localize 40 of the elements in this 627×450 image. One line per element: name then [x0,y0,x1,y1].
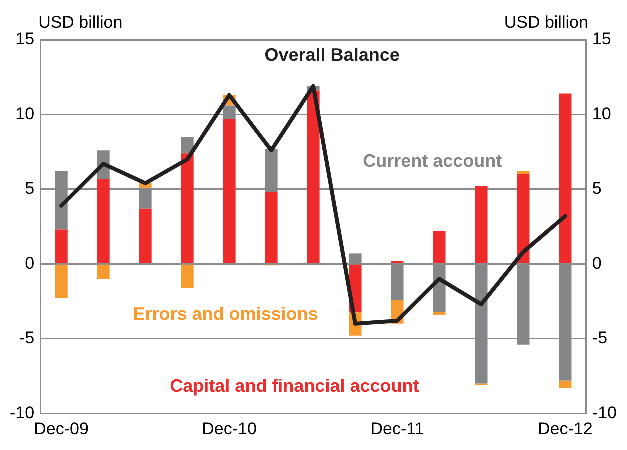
text: Capital and financial account [170,376,420,396]
x-tick-label: Dec-10 [202,419,257,438]
x-tick-label: Dec-12 [538,419,593,438]
bar [55,230,68,264]
bar [97,264,110,280]
y2-axis-title: USD billion [504,13,588,32]
y-tick-label: -10 [10,403,35,422]
y-tick-label: 0 [25,254,35,273]
text: Current account [363,150,502,171]
bar [433,312,446,315]
bar [181,137,194,154]
bar [97,178,110,264]
y-tick-label: -5 [19,328,35,348]
bar [517,174,530,264]
bar [475,186,488,264]
y2-tick-label: -5 [592,328,608,348]
bar [265,192,278,264]
bar [181,154,194,264]
bar [517,172,530,174]
y2-tick-label: 0 [592,254,602,273]
y2-tick-label: 5 [592,179,602,198]
y-tick-label: 10 [16,104,35,124]
bar [55,264,68,299]
y2-tick-label: 10 [592,104,612,124]
bar [433,231,446,264]
y-axis-title: USD billion [38,13,123,32]
bar [223,119,236,264]
series-label: Errors and omissions [133,304,318,324]
bar [139,208,152,264]
y-tick-label: 5 [25,179,35,198]
y2-tick-label: 15 [592,30,612,49]
bar [559,380,572,388]
x-tick-label: Dec-09 [34,419,89,438]
x-tick-label: Dec-11 [370,419,424,438]
bar [181,264,194,288]
text: Overall Balance [264,45,400,66]
bar [559,94,572,264]
y-tick-label: 15 [16,30,35,49]
y2-tick-label: -10 [592,403,618,422]
bar [307,90,320,264]
